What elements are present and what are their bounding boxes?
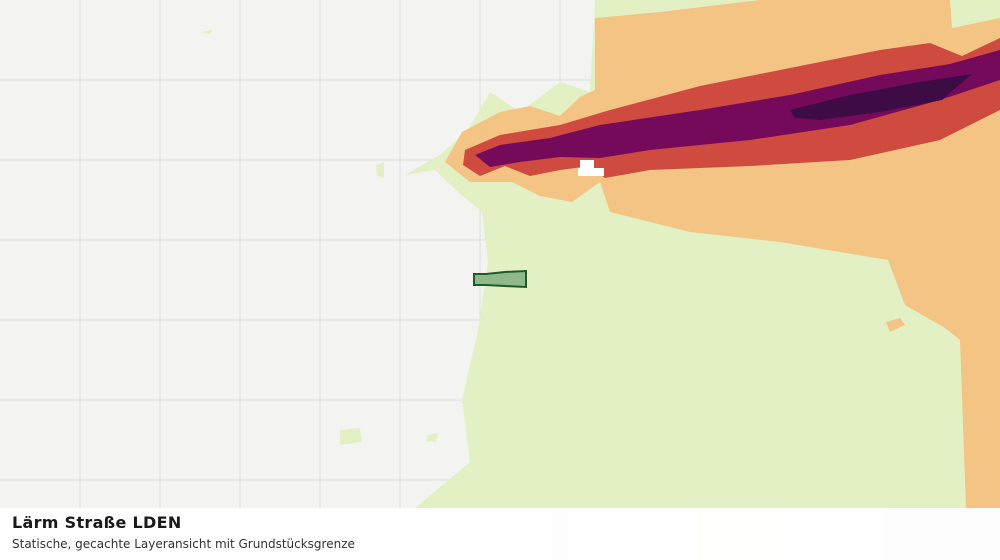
no-data-gap [578,160,604,176]
layer-title: Lärm Straße LDEN [12,513,182,532]
layer-subtitle: Statische, gecachte Layeransicht mit Gru… [12,537,355,551]
caption-bar: Lärm Straße LDEN Statische, gecachte Lay… [0,508,1000,560]
noise-zone-extreme [790,74,972,120]
noise-zone-very-high [475,50,1000,167]
parcel-boundary [473,269,527,289]
